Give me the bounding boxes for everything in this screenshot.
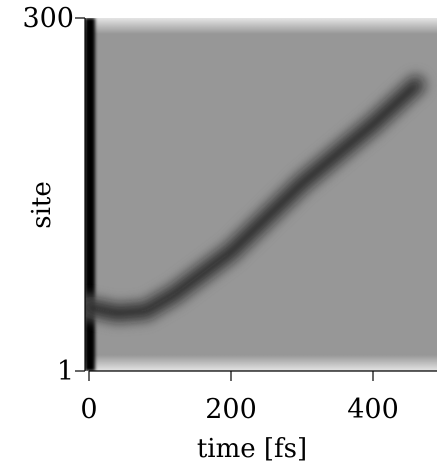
propagating-packet xyxy=(85,80,421,319)
y-axis-label: site xyxy=(27,181,57,229)
edge-fade-top xyxy=(85,18,437,34)
x-tick-label: 400 xyxy=(347,394,399,425)
x-axis: 0 200 400 time [fs] xyxy=(80,370,437,464)
y-tick-label: 300 xyxy=(22,3,74,34)
plot-area xyxy=(85,18,437,371)
x-tick-label: 0 xyxy=(80,394,97,425)
y-tick-label: 1 xyxy=(57,356,74,387)
initial-excitation xyxy=(85,18,95,371)
edge-fade-bottom xyxy=(85,355,437,371)
x-tick-label: 200 xyxy=(205,394,257,425)
y-axis: 1 300 site xyxy=(22,3,86,387)
x-axis-label: time [fs] xyxy=(197,434,307,464)
